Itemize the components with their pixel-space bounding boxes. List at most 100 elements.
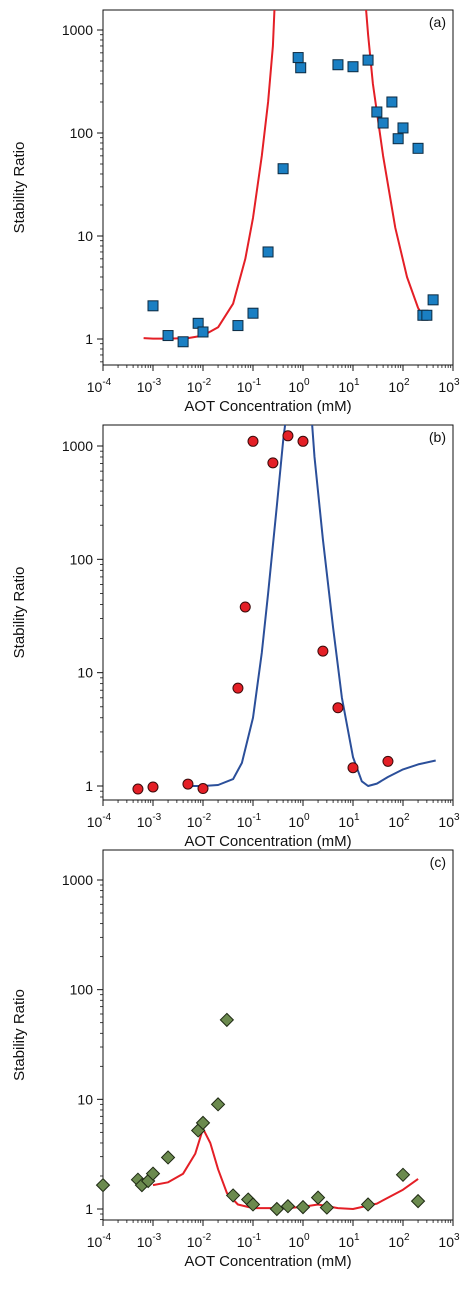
x-tick-base: 10 [187,379,203,395]
x-tick-label: 10-4 [87,377,112,395]
x-tick-base: 10 [388,814,404,830]
x-tick-base: 10 [237,814,253,830]
x-tick-exponent: 2 [404,812,410,823]
y-tick-label: 1 [85,1201,93,1217]
data-point [232,682,244,694]
x-tick-label: 10-4 [87,812,112,830]
x-tick-exponent: 1 [354,377,360,388]
x-tick-base: 10 [338,814,354,830]
x-tick-label: 10-3 [137,377,162,395]
data-point [225,1188,241,1203]
x-tick-label: 10-1 [237,812,262,830]
x-tick-exponent: 0 [304,377,310,388]
y-axis-label: Stability Ratio [11,567,28,659]
data-point [347,61,359,73]
x-tick-base: 10 [438,1234,454,1250]
x-tick-label: 10-2 [187,1232,212,1250]
data-point [377,117,389,129]
x-tick-label: 100 [288,1232,310,1250]
data-point [310,1190,326,1205]
x-tick-exponent: 3 [454,377,460,388]
data-point [295,62,307,74]
x-tick-label: 10-1 [237,1232,262,1250]
data-point [145,1166,161,1181]
x-tick-exponent: -1 [252,812,261,823]
plot-frame [102,849,454,1221]
fit-curve [187,425,436,787]
fit-curve [152,1127,419,1210]
x-tick-label: 103 [438,812,460,830]
data-point [177,336,189,348]
data-point [317,645,329,657]
x-tick-exponent: -4 [102,1232,111,1243]
x-tick-label: 102 [388,812,410,830]
data-point [392,133,404,145]
x-tick-label: 101 [338,377,360,395]
x-tick-base: 10 [288,379,304,395]
x-tick-exponent: 3 [454,812,460,823]
x-tick-label: 101 [338,812,360,830]
x-tick-label: 10-3 [137,1232,162,1250]
x-tick-base: 10 [388,379,404,395]
data-point [277,163,289,175]
x-tick-exponent: -4 [102,812,111,823]
x-tick-label: 10-2 [187,812,212,830]
x-tick-base: 10 [137,379,153,395]
x-tick-exponent: -3 [152,812,161,823]
data-point [232,320,244,332]
x-tick-base: 10 [237,1234,253,1250]
data-point [195,1115,211,1131]
x-tick-base: 10 [87,1234,103,1250]
data-point [147,300,159,312]
panel-label: (b) [429,429,446,445]
data-point [371,106,383,118]
x-tick-base: 10 [288,814,304,830]
y-tick-label: 10 [77,665,93,681]
data-point [245,1197,261,1212]
y-axis-label: Stability Ratio [11,989,28,1081]
x-axis-label: AOT Concentration (mM) [184,1253,351,1270]
x-tick-base: 10 [187,1234,203,1250]
x-tick-base: 10 [338,1234,354,1250]
x-tick-base: 10 [137,814,153,830]
x-tick-label: 10-2 [187,377,212,395]
panel-label: (a) [429,14,446,30]
x-tick-exponent: 1 [354,812,360,823]
data-point [182,778,194,790]
data-point [360,1197,376,1212]
data-point [292,52,304,64]
data-point [219,1012,235,1028]
data-point [412,142,424,154]
x-tick-base: 10 [137,1234,153,1250]
data-point [427,294,439,306]
fit-curve [143,10,425,340]
data-point [267,457,279,469]
x-tick-label: 102 [388,1232,410,1250]
data-point [162,330,174,342]
y-tick-label: 1 [85,778,93,794]
data-point [332,59,344,71]
data-point [239,601,251,613]
x-tick-exponent: -2 [202,1232,211,1243]
plot-frame [102,9,454,366]
x-tick-exponent: -1 [252,1232,261,1243]
data-point [410,1193,426,1209]
x-tick-exponent: -2 [202,812,211,823]
data-point [269,1201,285,1217]
data-point [297,435,309,447]
x-tick-exponent: -4 [102,377,111,388]
x-tick-base: 10 [288,1234,304,1250]
data-point [332,702,344,714]
x-tick-base: 10 [187,814,203,830]
data-point [197,326,209,338]
data-point [382,755,394,767]
x-tick-label: 103 [438,377,460,395]
x-tick-base: 10 [438,379,454,395]
x-tick-exponent: 1 [354,1232,360,1243]
data-point [395,1167,411,1183]
data-point [247,435,259,447]
y-tick-label: 10 [77,228,93,244]
